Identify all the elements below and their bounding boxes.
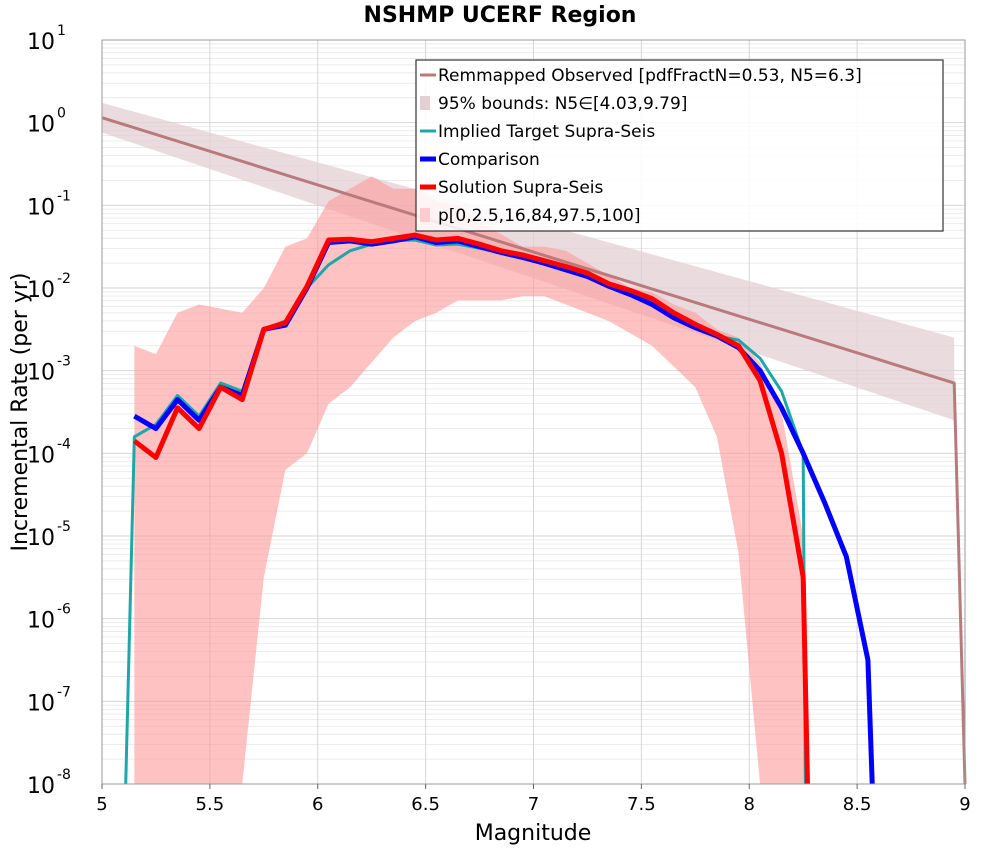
x-axis-ticks: 5 5.5 6 6.5 7 7.5 8 8.5 9 <box>96 784 971 815</box>
x-tick-label: 7.5 <box>627 794 656 815</box>
x-tick-label: 8.5 <box>843 794 872 815</box>
y-tick-base: 10 <box>27 526 55 551</box>
y-tick-exponent: -6 <box>57 602 71 618</box>
y-tick-base: 10 <box>27 195 55 220</box>
x-tick-label: 6.5 <box>411 794 440 815</box>
series-line <box>101 116 967 785</box>
y-tick-exponent: 1 <box>57 23 66 39</box>
x-tick-label: 7 <box>528 794 539 815</box>
y-tick-base: 10 <box>27 774 55 799</box>
y-tick-base: 10 <box>27 278 55 303</box>
y-tick-base: 10 <box>27 113 55 138</box>
band-area <box>134 176 808 784</box>
y-tick-exponent: -7 <box>57 684 71 700</box>
legend-box <box>415 59 944 232</box>
y-tick-exponent: -2 <box>57 271 71 287</box>
legend: Remmapped Observed [pdfFractN=0.53, N5=6… <box>415 59 944 232</box>
y-tick-base: 10 <box>27 609 55 634</box>
legend-swatch-band <box>420 96 430 110</box>
x-tick-label: 6 <box>312 794 323 815</box>
y-axis-label: Incremental Rate (per yr) <box>8 273 33 552</box>
legend-label: Comparison <box>438 150 540 170</box>
legend-label: Solution Supra-Seis <box>438 178 604 198</box>
y-tick-base: 10 <box>27 443 55 468</box>
y-tick-base: 10 <box>27 691 55 716</box>
x-tick-label: 9 <box>959 794 970 815</box>
x-axis-label: Magnitude <box>475 821 592 846</box>
lines-layer <box>101 116 967 785</box>
legend-label: Remmapped Observed [pdfFractN=0.53, N5=6… <box>438 66 862 86</box>
y-tick-exponent: 0 <box>57 106 66 122</box>
x-tick-label: 5.5 <box>196 794 225 815</box>
y-tick-exponent: -5 <box>57 519 71 535</box>
chart-title: NSHMP UCERF Region <box>364 3 637 28</box>
y-tick-exponent: -1 <box>57 188 71 204</box>
y-tick-exponent: -3 <box>57 354 71 370</box>
y-tick-base: 10 <box>27 30 55 55</box>
legend-label: Implied Target Supra-Seis <box>438 122 655 142</box>
x-tick-label: 8 <box>744 794 755 815</box>
series-line <box>132 232 811 785</box>
y-tick-exponent: -4 <box>57 436 71 452</box>
y-tick-base: 10 <box>27 361 55 386</box>
y-tick-exponent: -8 <box>57 767 71 783</box>
legend-label: 95% bounds: N5∈[4.03,9.79] <box>438 94 687 114</box>
legend-label: p[0,2.5,16,84,97.5,100] <box>438 206 641 226</box>
legend-swatch-band <box>420 208 430 222</box>
x-tick-label: 5 <box>96 794 107 815</box>
